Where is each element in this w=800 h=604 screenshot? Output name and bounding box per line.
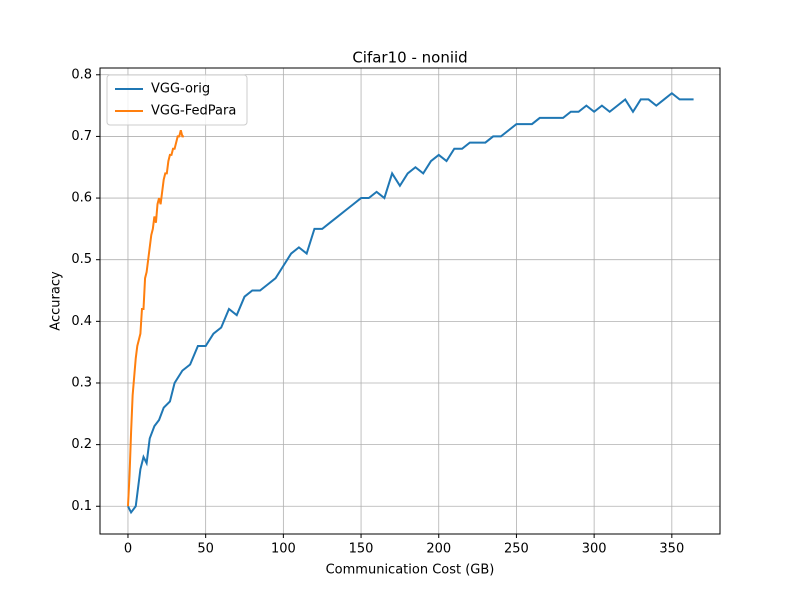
y-tick-label: 0.4 [71, 314, 92, 329]
y-axis-label: Accuracy [49, 271, 64, 331]
line [126, 130, 184, 507]
y-tick-label: 0.5 [71, 252, 92, 267]
y-tick-label: 0.6 [71, 191, 92, 206]
y-tick-label: 0.3 [71, 375, 92, 390]
x-tick-label: 250 [504, 542, 529, 557]
line [127, 91, 694, 515]
legend-box [106, 74, 248, 126]
legend-label: VGG-orig [151, 82, 210, 97]
x-tick-label: 0 [124, 542, 132, 557]
plot-frame [99, 67, 721, 535]
legend-label: VGG-FedPara [151, 104, 236, 119]
x-tick-label: 100 [271, 542, 296, 557]
x-tick-label: 300 [582, 542, 607, 557]
chart-title: Cifar10 - noniid [352, 49, 467, 67]
y-tick-label: 0.2 [71, 437, 92, 452]
y-tick-label: 0.7 [71, 129, 92, 144]
x-tick-label: 200 [426, 542, 451, 557]
x-tick-label: 150 [349, 542, 374, 557]
y-tick-label: 0.8 [71, 67, 92, 82]
x-tick-label: 350 [659, 542, 684, 557]
y-tick-label: 0.1 [71, 499, 92, 514]
x-tick-label: 50 [197, 542, 214, 557]
x-axis-label: Communication Cost (GB) [326, 563, 495, 578]
